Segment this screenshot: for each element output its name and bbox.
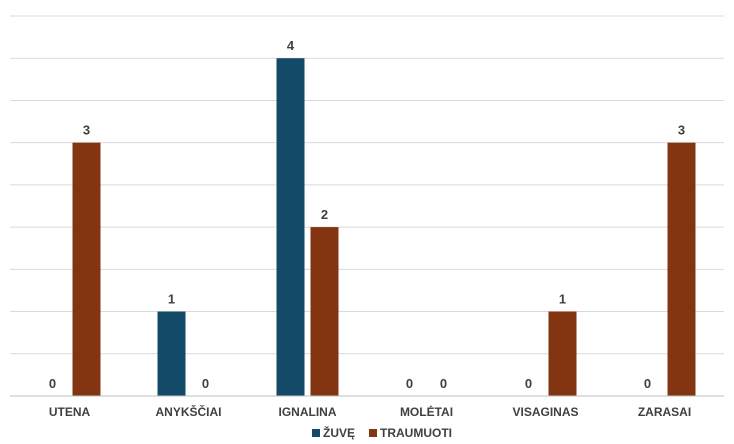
data-label: 3 bbox=[678, 123, 685, 138]
bars bbox=[72, 58, 696, 396]
data-label: 1 bbox=[168, 292, 175, 307]
bar-traumuoti-0 bbox=[72, 142, 101, 396]
bar-traumuoti-4 bbox=[548, 311, 577, 396]
data-labels: 0 3 1 0 4 2 0 0 0 1 0 3 bbox=[49, 38, 685, 391]
bar-zuve-2 bbox=[276, 58, 305, 396]
data-label: 4 bbox=[287, 38, 295, 53]
bar-zuve-1 bbox=[157, 311, 186, 396]
bar-traumuoti-5 bbox=[667, 142, 696, 396]
legend-label: TRAUMUOTI bbox=[380, 426, 452, 440]
legend: ŽUVĘ TRAUMUOTI bbox=[312, 425, 452, 440]
legend-label: ŽUVĘ bbox=[323, 425, 355, 440]
data-label: 0 bbox=[202, 376, 209, 391]
x-axis: UTENA ANYKŠČIAI IGNALINA MOLĖTAI VISAGINAS ZA… bbox=[10, 395, 724, 419]
category-label: UTENA bbox=[49, 405, 91, 419]
category-label: MOLĖTAI bbox=[400, 404, 453, 419]
data-label: 2 bbox=[321, 207, 328, 222]
data-label: 0 bbox=[440, 376, 447, 391]
data-label: 0 bbox=[644, 376, 651, 391]
category-label: VISAGINAS bbox=[512, 405, 578, 419]
legend-swatch bbox=[369, 429, 378, 437]
category-label: IGNALINA bbox=[279, 405, 337, 419]
category-label: ANYKŠČIAI bbox=[155, 404, 221, 419]
gridlines bbox=[10, 15, 724, 355]
data-label: 0 bbox=[406, 376, 413, 391]
data-label: 0 bbox=[49, 376, 56, 391]
legend-swatch bbox=[312, 429, 320, 437]
data-label: 3 bbox=[83, 123, 90, 138]
bar-traumuoti-2 bbox=[310, 227, 339, 396]
data-label: 0 bbox=[525, 376, 532, 391]
data-label: 1 bbox=[559, 292, 566, 307]
category-label: ZARASAI bbox=[638, 405, 691, 419]
